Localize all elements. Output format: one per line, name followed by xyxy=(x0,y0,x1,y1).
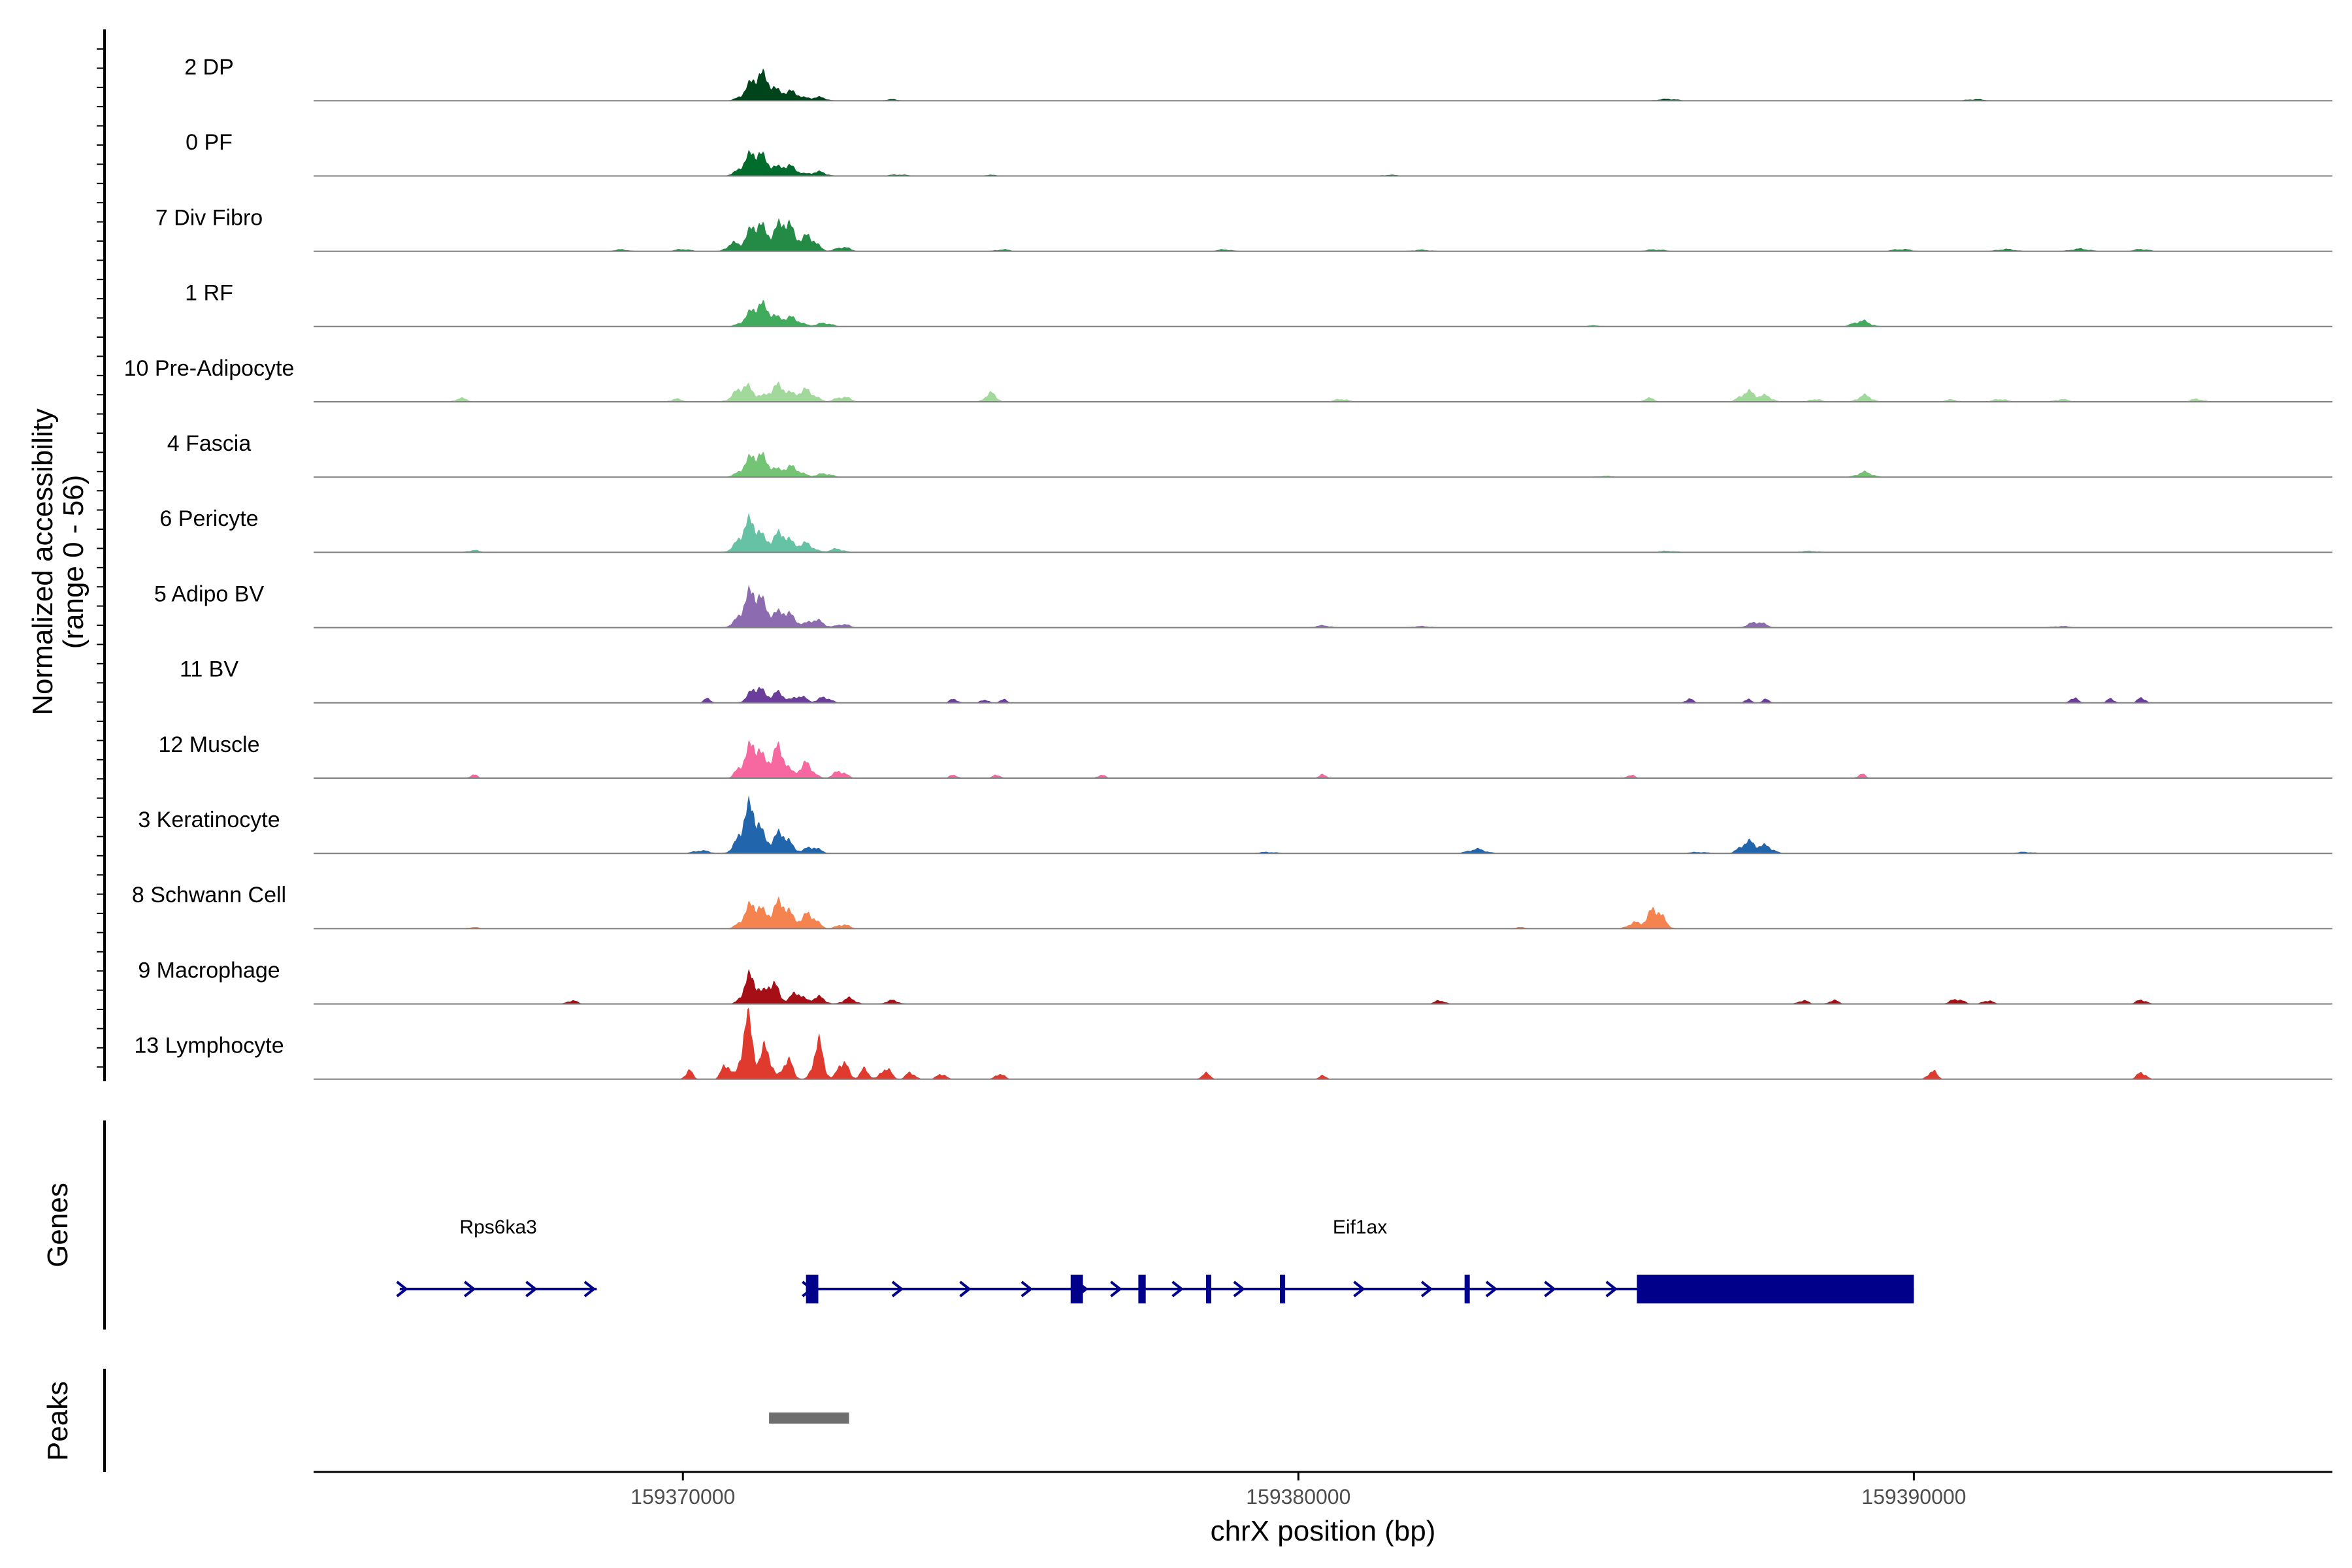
y-axis-title: Normalized accessibility (range 0 - 56) xyxy=(27,408,90,715)
x-axis-ticks: 159370000 159380000 159390000 xyxy=(630,1472,1966,1509)
track-7-div-fibro: 7 Div Fibro xyxy=(155,205,2332,252)
gene-models: Rps6ka3 Eif1ax xyxy=(396,1217,1914,1303)
track-label: 6 Pericyte xyxy=(159,506,258,531)
coverage-area xyxy=(314,299,2332,327)
peaks-panel: Peaks xyxy=(42,1369,849,1472)
x-axis-tick-label: 159390000 xyxy=(1861,1485,1966,1509)
gene-strand-arrow xyxy=(1021,1281,1034,1298)
track-label: 8 Schwann Cell xyxy=(132,883,286,907)
gene-strand-arrow xyxy=(1110,1281,1122,1298)
track-12-muscle: 12 Muscle xyxy=(159,732,2332,779)
coverage-area xyxy=(314,687,2332,703)
coverage-area xyxy=(314,150,2332,176)
gene-strand-arrow xyxy=(396,1281,408,1298)
gene-strand-arrow xyxy=(525,1281,538,1298)
coverage-y-axis xyxy=(97,29,106,1081)
track-1-rf: 1 RF xyxy=(185,281,2332,327)
track-label: 5 Adipo BV xyxy=(154,581,265,606)
coverage-tracks: 2 DP 0 PF 7 Div Fibro 1 RF 10 Pre-Adipocyte 4… xyxy=(124,55,2332,1080)
gene-exon xyxy=(1464,1275,1470,1303)
track-label: 2 DP xyxy=(184,55,234,80)
coverage-area xyxy=(314,218,2332,252)
gene-rps6ka3: Rps6ka3 xyxy=(396,1217,597,1298)
track-label: 11 BV xyxy=(180,657,238,682)
peaks-panel-label: Peaks xyxy=(42,1381,74,1461)
x-axis: 159370000 159380000 159390000 chrX positio… xyxy=(314,1471,2332,1547)
track-8-schwann-cell: 8 Schwann Cell xyxy=(132,883,2332,930)
gene-strand-arrow xyxy=(583,1281,596,1298)
track-11-bv: 11 BV xyxy=(180,657,2332,704)
track-3-keratinocyte: 3 Keratinocyte xyxy=(138,795,2332,855)
track-6-pericyte: 6 Pericyte xyxy=(159,506,2332,553)
x-axis-tick-label: 159380000 xyxy=(1246,1485,1350,1509)
track-label: 3 Keratinocyte xyxy=(138,808,280,832)
track-label: 9 Macrophage xyxy=(138,958,280,983)
track-label: 0 PF xyxy=(186,130,233,155)
track-label: 10 Pre-Adipocyte xyxy=(124,356,295,381)
track-9-macrophage: 9 Macrophage xyxy=(138,958,2332,1005)
peak-regions xyxy=(769,1413,849,1424)
coverage-area xyxy=(314,795,2332,854)
x-axis-tick-label: 159370000 xyxy=(630,1485,735,1509)
gene-strand-arrow xyxy=(1353,1281,1365,1298)
y-axis-title-line-2: (range 0 - 56) xyxy=(57,475,90,649)
coverage-area xyxy=(314,513,2332,553)
gene-strand-arrow xyxy=(891,1281,904,1298)
gene-exon xyxy=(1206,1275,1212,1303)
track-5-adipo-bv: 5 Adipo BV xyxy=(154,581,2332,629)
track-10-pre-adipocyte: 10 Pre-Adipocyte xyxy=(124,356,2332,402)
coverage-area xyxy=(314,381,2332,402)
coverage-area xyxy=(314,740,2332,778)
gene-strand-arrow xyxy=(1420,1281,1433,1298)
gene-strand-arrow xyxy=(463,1281,476,1298)
track-label: 13 Lymphocyte xyxy=(134,1034,284,1058)
track-0-pf: 0 PF xyxy=(186,130,2332,177)
gene-label: Rps6ka3 xyxy=(459,1217,536,1238)
track-2-dp: 2 DP xyxy=(184,55,2332,102)
gene-exon xyxy=(1637,1275,1914,1303)
track-label: 1 RF xyxy=(185,281,233,306)
coverage-area xyxy=(314,1007,2332,1079)
gene-exon xyxy=(1070,1275,1083,1303)
coverage-area xyxy=(314,896,2332,929)
genes-panel-label: Genes xyxy=(42,1183,74,1267)
coverage-area xyxy=(314,969,2332,1004)
gene-strand-arrow xyxy=(1076,1281,1088,1298)
track-4-fascia: 4 Fascia xyxy=(167,431,2332,478)
gene-strand-arrow xyxy=(959,1281,972,1298)
x-axis-title: chrX position (bp) xyxy=(1211,1515,1436,1547)
y-axis-title-line-1: Normalized accessibility xyxy=(27,408,59,715)
peak-region xyxy=(769,1413,849,1424)
gene-label: Eif1ax xyxy=(1333,1217,1387,1238)
coverage-area xyxy=(314,68,2332,101)
gene-strand-arrow xyxy=(1485,1281,1498,1298)
gene-strand-arrow xyxy=(1233,1281,1246,1298)
gene-strand-arrow xyxy=(1171,1281,1184,1298)
gene-strand-arrow xyxy=(1544,1281,1556,1298)
gene-exon xyxy=(1138,1275,1146,1303)
coverage-area xyxy=(314,451,2332,478)
gene-eif1ax: Eif1ax xyxy=(802,1217,1914,1303)
track-label: 4 Fascia xyxy=(167,431,252,456)
track-label: 12 Muscle xyxy=(159,732,260,757)
gene-exon xyxy=(1280,1275,1286,1303)
track-label: 7 Div Fibro xyxy=(155,205,263,230)
gene-strand-arrow xyxy=(1605,1281,1618,1298)
track-13-lymphocyte: 13 Lymphocyte xyxy=(134,1007,2332,1080)
gene-strand-arrow xyxy=(802,1281,814,1298)
coverage-area xyxy=(314,585,2332,628)
genes-panel: Genes Rps6ka3 Eif1ax xyxy=(42,1120,1914,1330)
